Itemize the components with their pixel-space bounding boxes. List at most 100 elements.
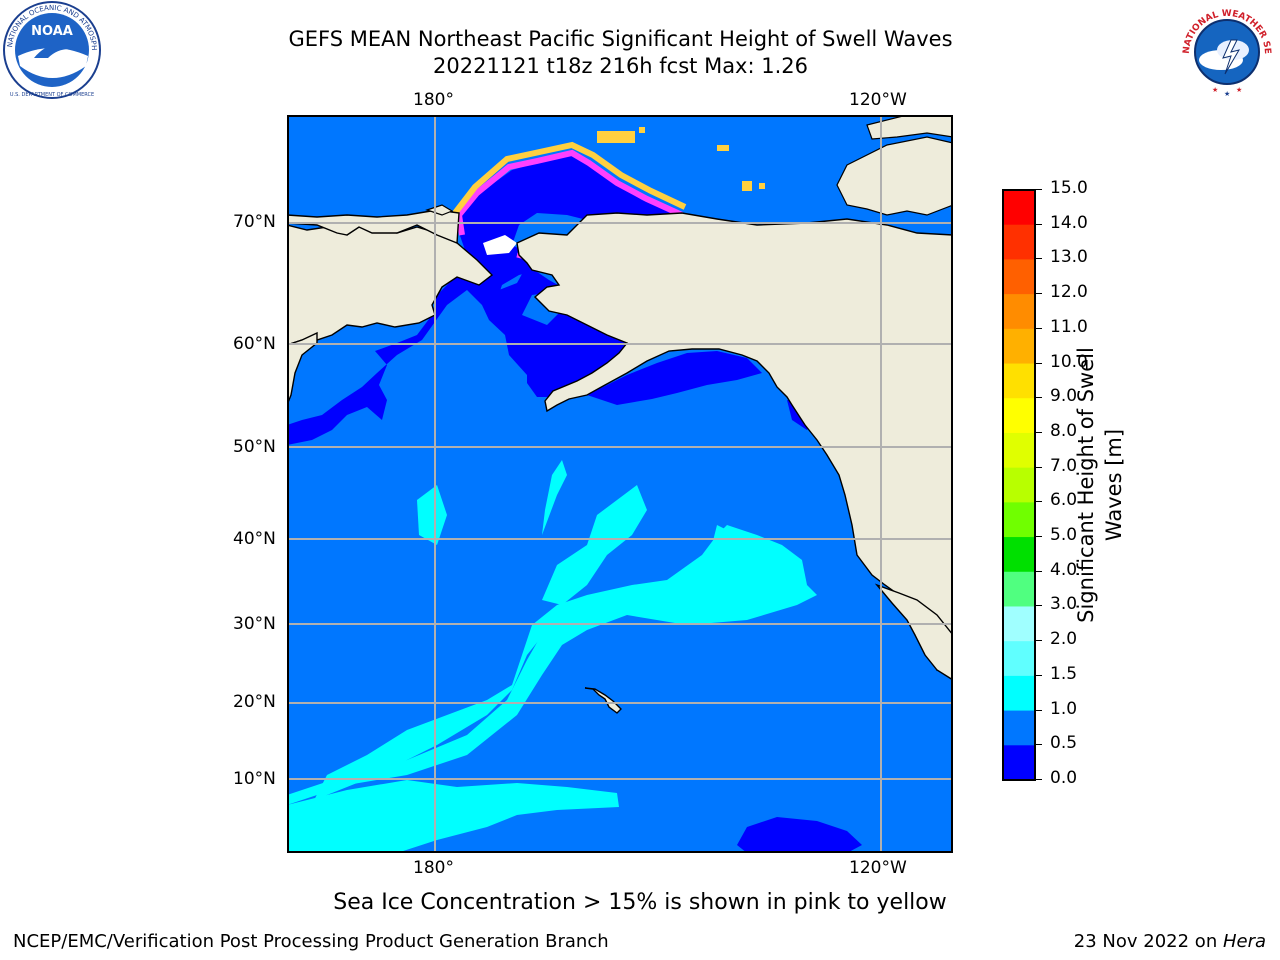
colorbar-tick — [1036, 431, 1042, 433]
colorbar-segment — [1003, 745, 1035, 781]
colorbar-tick-label: 1.5 — [1050, 663, 1078, 684]
colorbar-tick-label: 13.0 — [1050, 247, 1088, 268]
footer-date-text: 23 Nov 2022 on — [1073, 931, 1223, 952]
lon-label-top-120w: 120°W — [849, 90, 907, 110]
land-wrangel — [425, 204, 454, 216]
colorbar-segment — [1003, 571, 1035, 607]
swell-height-map — [287, 115, 953, 853]
colorbar-segment — [1003, 432, 1035, 469]
colorbar-tick-label: 5.0 — [1050, 525, 1078, 546]
colorbar-tick-labels: 15.0 14.0 13.0 12.0 11.0 10.0 9.0 8.0 7.0 6.0 5.0 4… — [1036, 178, 1106, 788]
swell-cyan-patch-central — [542, 460, 567, 535]
colorbar-tick — [1036, 570, 1042, 572]
colorbar-tick — [1036, 605, 1042, 607]
sea-ice-yellow-edge — [452, 141, 687, 215]
colorbar-segment — [1003, 398, 1035, 434]
colorbar-segment — [1003, 641, 1035, 677]
colorbar-tick — [1036, 744, 1042, 746]
colorbar-tick — [1036, 327, 1042, 329]
colorbar-segment — [1003, 259, 1035, 295]
colorbar-tick — [1036, 362, 1042, 364]
colorbar-tick — [1036, 640, 1042, 642]
swell-cyan-patch-north — [417, 485, 447, 545]
colorbar-tick-label: 15.0 — [1050, 178, 1088, 198]
noaa-center-text: NOAA — [31, 24, 73, 39]
colorbar-tick-label: 3.0 — [1050, 594, 1078, 615]
colorbar-tick — [1036, 466, 1042, 468]
swell-low-bering-north — [457, 155, 677, 300]
colorbar-tick — [1036, 709, 1042, 711]
nws-logo: NATIONAL WEATHER SERVICE ★ ★ ★ — [1175, 0, 1273, 98]
lon-label-bottom-180: 180° — [413, 858, 454, 878]
colorbar-tick-label: 4.0 — [1050, 559, 1078, 580]
colorbar-tick-label: 2.0 — [1050, 629, 1078, 650]
land-canadian-islands-north — [866, 115, 953, 140]
colorbar-tick — [1036, 223, 1042, 225]
lat-label-20n: 20°N — [233, 692, 276, 712]
colorbar-tick-label: 7.0 — [1050, 455, 1078, 476]
colorbar-tick-label: 9.0 — [1050, 386, 1078, 407]
colorbar-tick-label: 0.5 — [1050, 733, 1078, 754]
colorbar-tick — [1036, 501, 1042, 503]
land-masses — [287, 115, 953, 714]
sea-ice-patch-small-4 — [639, 127, 645, 133]
svg-text:★: ★ — [1236, 86, 1242, 94]
colorbar-tick-label: 1.0 — [1050, 698, 1078, 719]
swell-low-aleutian-bering — [287, 265, 632, 445]
swell-low-gulf-alaska — [587, 351, 762, 405]
colorbar-tick — [1036, 779, 1042, 780]
land-canadian-islands — [836, 136, 953, 216]
colorbar-segment — [1003, 502, 1035, 538]
colorbar-label: Significant Height of Swell Waves [m] — [1072, 335, 1128, 635]
swell-cyan-south — [287, 780, 619, 853]
colorbar-segment — [1003, 363, 1035, 399]
colorbar-tick-label: 8.0 — [1050, 420, 1078, 441]
colorbar-segment — [1003, 467, 1035, 503]
plot-subtitle: 20221121 t18z 216h fcst Max: 1.26 — [433, 54, 808, 78]
swell-cyan-band — [287, 585, 817, 805]
footer-credit: NCEP/EMC/Verification Post Processing Pr… — [13, 931, 609, 952]
colorbar-tick — [1036, 397, 1042, 399]
sea-ice-pink-edge — [455, 149, 684, 236]
land-baja — [874, 583, 953, 681]
colorbar — [1002, 189, 1036, 781]
colorbar-segment — [1003, 294, 1035, 330]
land-hawaii — [584, 687, 622, 714]
colorbar-tick-label: 0.0 — [1050, 768, 1078, 788]
lat-label-70n: 70°N — [233, 212, 276, 232]
lon-label-bottom-120w: 120°W — [849, 858, 907, 878]
colorbar-tick — [1036, 258, 1042, 260]
plot-title: GEFS MEAN Northeast Pacific Significant … — [288, 27, 953, 51]
lon-label-top-180: 180° — [413, 90, 454, 110]
sea-ice-patch-north — [597, 131, 635, 143]
svg-text:★: ★ — [1224, 90, 1230, 98]
colorbar-tick-label: 6.0 — [1050, 490, 1078, 511]
swell-cyan-patch-mid — [542, 485, 647, 605]
sea-ice-caption: Sea Ice Concentration > 15% is shown in … — [333, 890, 947, 915]
colorbar-segment — [1003, 224, 1035, 260]
no-data-area — [483, 235, 517, 255]
swell-low-equatorial — [737, 817, 862, 853]
colorbar-segment — [1003, 328, 1035, 365]
colorbar-label-line2: Waves [m] — [1102, 428, 1126, 542]
colorbar-segment — [1003, 606, 1035, 642]
colorbar-tick-label: 14.0 — [1050, 212, 1088, 233]
sea-ice-patch-small-2 — [742, 181, 752, 191]
colorbar-tick-label: 11.0 — [1050, 316, 1088, 337]
colorbar-tick — [1036, 189, 1042, 190]
land-alaska — [516, 212, 953, 672]
svg-text:★: ★ — [1212, 86, 1218, 94]
noaa-logo: NATIONAL OCEANIC AND ATMOSPHERIC ADMINIS… — [0, 0, 101, 99]
lat-label-10n: 10°N — [233, 769, 276, 789]
footer-date: 23 Nov 2022 on Hera — [1074, 931, 1266, 952]
colorbar-segment — [1003, 537, 1035, 573]
lat-label-30n: 30°N — [233, 614, 276, 634]
graticule — [287, 115, 953, 853]
colorbar-tick-label: 10.0 — [1050, 351, 1088, 372]
sea-ice-patch-small-1 — [717, 145, 729, 151]
colorbar-label-line1: Significant Height of Swell — [1074, 347, 1098, 623]
lat-label-40n: 40°N — [233, 529, 276, 549]
lat-label-50n: 50°N — [233, 437, 276, 457]
noaa-bottom-text: U.S. DEPARTMENT OF COMMERCE — [10, 92, 94, 98]
colorbar-tick — [1036, 293, 1042, 295]
